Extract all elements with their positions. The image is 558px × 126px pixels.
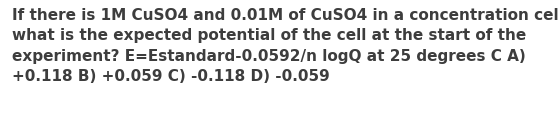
Text: If there is 1M CuSO4 and 0.01M of CuSO4 in a concentration cell,
what is the exp: If there is 1M CuSO4 and 0.01M of CuSO4 … bbox=[12, 8, 558, 84]
